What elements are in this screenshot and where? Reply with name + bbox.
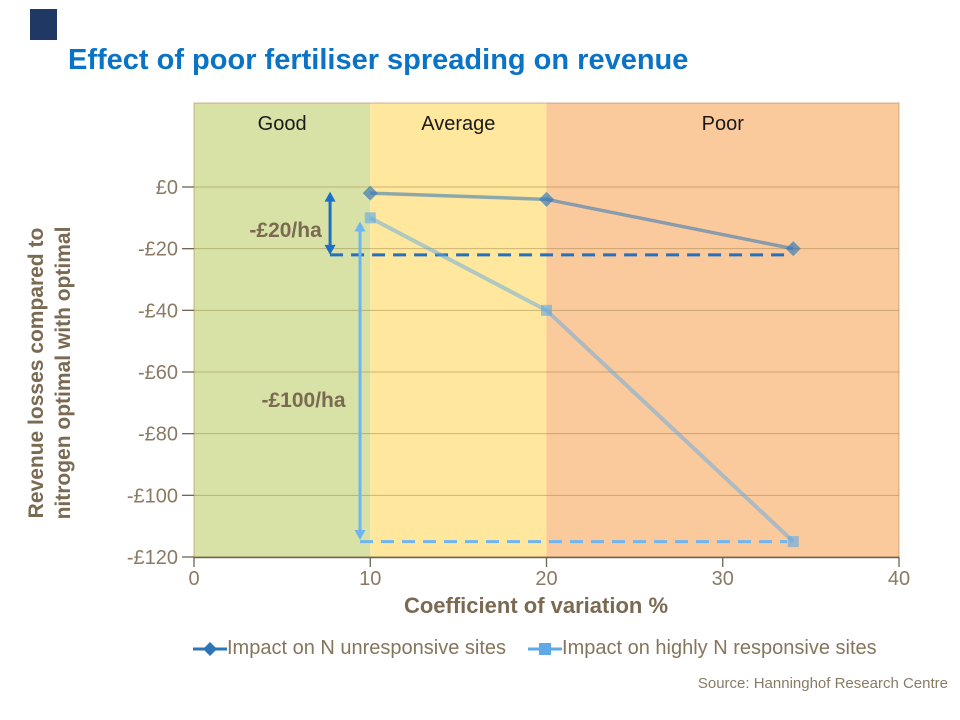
legend-label-n-responsive: Impact on highly N responsive sites [562, 637, 877, 659]
chart-legend: Impact on N unresponsive sites Impact on… [193, 637, 877, 660]
zone-rect-good [194, 103, 371, 557]
legend-item-n-unresponsive: Impact on N unresponsive sites [193, 637, 506, 660]
y-tick-label: -£20 [138, 239, 178, 261]
data-point-marker [785, 241, 801, 257]
data-point-marker [539, 191, 554, 207]
annotation-label: -£100/ha [262, 389, 346, 412]
y-tick-label: -£100 [127, 485, 178, 507]
diamond-marker-icon [193, 641, 227, 656]
x-tick-label: 20 [535, 568, 557, 590]
x-tick-label: 10 [359, 568, 381, 590]
y-tick-label: -£120 [127, 547, 178, 569]
data-point-marker [787, 536, 799, 548]
zone-label-average: Average [421, 113, 495, 135]
arrowhead-up [324, 191, 336, 202]
x-tick-label: 30 [712, 568, 734, 590]
legend-label-n-unresponsive: Impact on N unresponsive sites [227, 637, 507, 659]
source-credit: Source: Hanninghof Research Centre [697, 675, 948, 692]
y-tick-label: £0 [156, 177, 178, 199]
zone-label-poor: Poor [702, 113, 745, 135]
data-point-marker [364, 212, 376, 224]
page-title: Effect of poor fertiliser spreading on r… [68, 44, 689, 76]
legend-item-n-responsive: Impact on highly N responsive sites [528, 637, 877, 660]
zone-label-good: Good [258, 113, 307, 135]
y-tick-label: -£60 [138, 362, 178, 384]
y-tick-label: -£40 [138, 300, 178, 322]
data-point-marker [541, 304, 552, 316]
arrowhead-down [324, 244, 336, 255]
y-tick-label: -£80 [138, 424, 178, 446]
square-marker-icon [528, 642, 563, 655]
annotation-label: -£20/ha [249, 219, 322, 242]
arrowhead-down [354, 530, 366, 541]
x-axis-title: Coefficient of variation % [404, 593, 668, 618]
zone-rect-poor [546, 103, 899, 557]
brand-mark [30, 9, 57, 40]
x-tick-label: 0 [188, 568, 199, 590]
data-point-marker [362, 185, 378, 201]
zone-rect-average [370, 103, 547, 557]
arrowhead-up [354, 221, 366, 232]
x-tick-label: 40 [888, 568, 910, 590]
